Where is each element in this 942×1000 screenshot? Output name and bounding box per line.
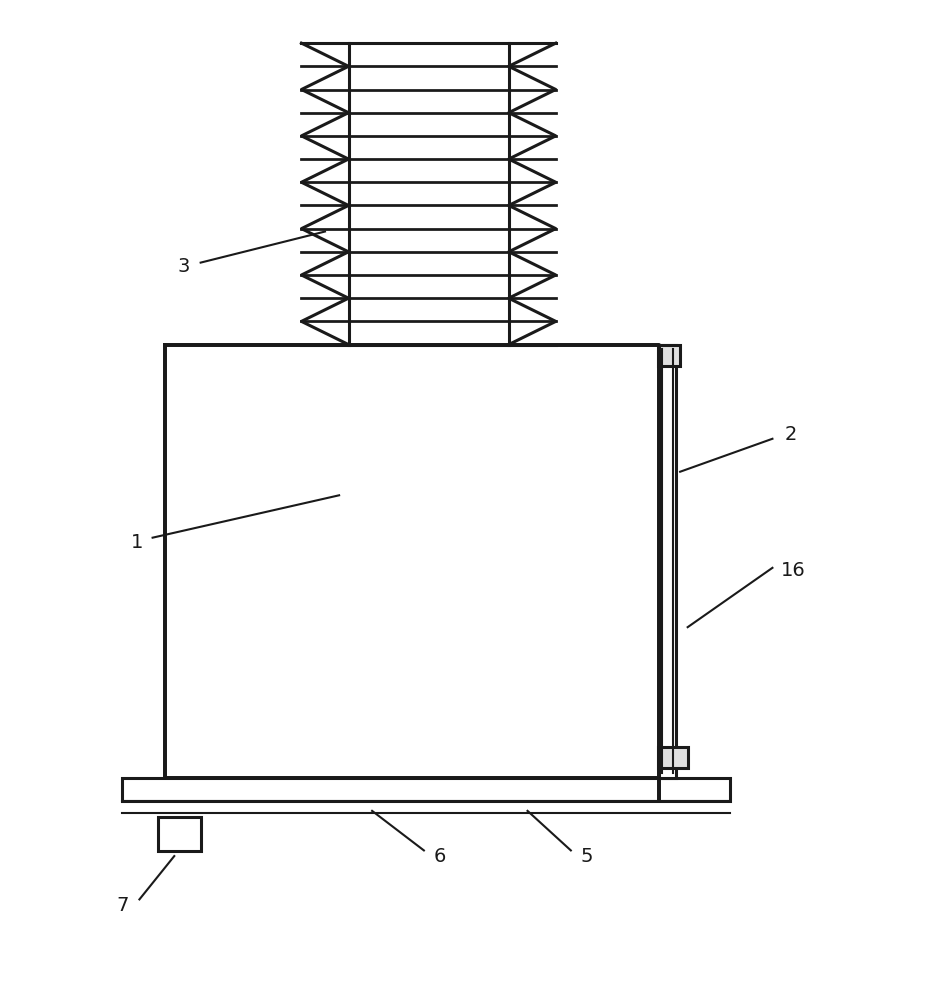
- Bar: [658, 747, 688, 768]
- Text: 1: 1: [130, 533, 143, 552]
- Bar: [158, 817, 201, 851]
- Bar: [659, 345, 676, 778]
- Text: 5: 5: [580, 847, 593, 866]
- Bar: [122, 778, 730, 801]
- Text: 2: 2: [785, 425, 798, 444]
- Text: 16: 16: [781, 561, 805, 580]
- Text: 7: 7: [116, 896, 129, 915]
- Text: 6: 6: [433, 847, 447, 866]
- Text: 3: 3: [177, 257, 190, 276]
- Bar: [658, 345, 680, 366]
